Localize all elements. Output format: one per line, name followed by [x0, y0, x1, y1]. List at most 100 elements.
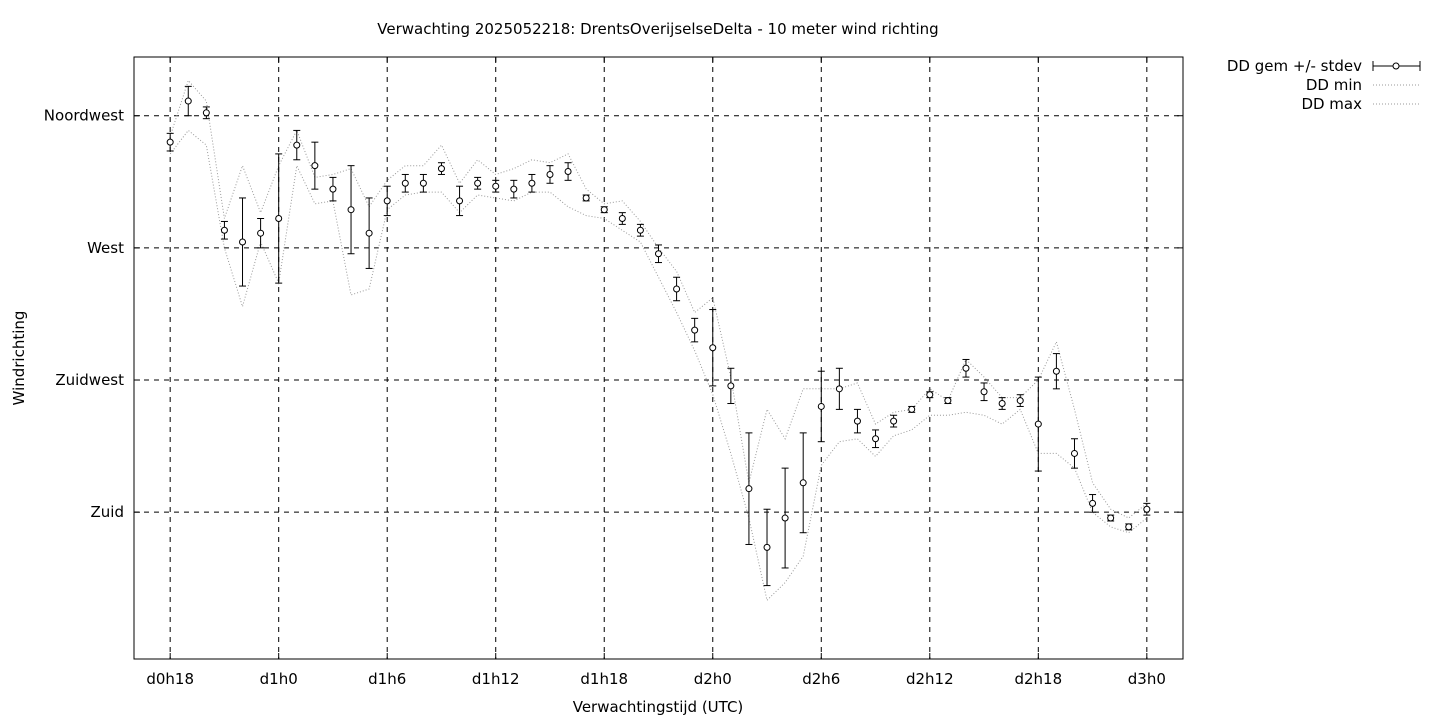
- mean-marker: [1016, 397, 1024, 405]
- mean-marker: [528, 179, 536, 187]
- mean-marker: [853, 417, 861, 425]
- mean-marker: [727, 382, 735, 390]
- x-axis-label: Verwachtingstijd (UTC): [573, 698, 744, 716]
- mean-marker: [220, 226, 228, 234]
- x-tick-label: d3h0: [1128, 670, 1166, 688]
- mean-point: [691, 317, 699, 343]
- mean-marker: [1143, 505, 1151, 513]
- mean-point: [600, 206, 608, 214]
- chart-title: Verwachting 2025052218: DrentsOverijsels…: [377, 20, 938, 38]
- mean-point: [1070, 438, 1078, 469]
- mean-point: [401, 173, 409, 193]
- mean-point: [763, 508, 771, 587]
- mean-marker: [347, 206, 355, 214]
- mean-point: [636, 223, 644, 237]
- x-tick-label: d1h0: [260, 670, 298, 688]
- mean-point: [1125, 523, 1133, 531]
- mean-marker: [962, 364, 970, 372]
- mean-point: [492, 179, 500, 193]
- mean-point: [1143, 502, 1151, 516]
- mean-marker: [510, 185, 518, 193]
- mean-marker: [1125, 523, 1133, 531]
- x-tick-label: d1h6: [368, 670, 406, 688]
- mean-point: [872, 429, 880, 449]
- mean-marker: [1107, 514, 1115, 522]
- mean-point: [673, 276, 681, 302]
- plot-frame: [133, 56, 1184, 660]
- mean-marker: [383, 197, 391, 205]
- mean-point: [1052, 353, 1060, 390]
- dd-min-line: [169, 129, 1148, 602]
- mean-marker: [257, 229, 265, 237]
- mean-marker: [365, 229, 373, 237]
- x-tick-labels: d0h18 d1h0 d1h6 d1h12 d1h18 d2h0 d2h6 d2h12 d2h1…: [146, 670, 1166, 688]
- mean-marker: [293, 141, 301, 149]
- mean-point: [474, 176, 482, 190]
- mean-marker: [673, 285, 681, 293]
- mean-point: [709, 309, 717, 387]
- y-tick-label: Noordwest: [44, 107, 124, 125]
- mean-marker: [401, 179, 409, 187]
- mean-marker: [546, 170, 554, 178]
- x-tick-label: d2h6: [802, 670, 840, 688]
- mean-point: [528, 173, 536, 193]
- mean-marker: [636, 226, 644, 234]
- mean-marker: [691, 326, 699, 334]
- mean-point: [781, 467, 789, 569]
- mean-point: [618, 212, 626, 225]
- mean-point: [1016, 394, 1024, 407]
- mean-point: [1034, 376, 1042, 472]
- legend-label-mean: DD gem +/- stdev: [1227, 57, 1362, 75]
- mean-point: [419, 173, 427, 193]
- mean-marker: [166, 138, 174, 146]
- mean-point: [510, 179, 518, 199]
- dd-max-line: [169, 79, 1148, 519]
- mean-marker: [582, 194, 590, 202]
- mean-point: [890, 414, 898, 428]
- y-tick-label: Zuidwest: [55, 371, 124, 389]
- mean-point: [745, 432, 753, 545]
- x-tick-label: d2h12: [906, 670, 954, 688]
- mean-marker: [184, 97, 192, 105]
- mean-marker: [474, 179, 482, 187]
- mean-marker: [239, 238, 247, 246]
- mean-point: [962, 358, 970, 378]
- mean-point: [926, 391, 934, 399]
- legend: DD gem +/- stdev DD min DD max: [1227, 57, 1421, 113]
- mean-point: [1107, 514, 1115, 522]
- mean-marker: [908, 405, 916, 413]
- mean-marker: [872, 435, 880, 443]
- legend-label-max: DD max: [1301, 95, 1362, 113]
- mean-marker: [456, 197, 464, 205]
- mean-point: [582, 194, 590, 202]
- legend-label-min: DD min: [1306, 76, 1362, 94]
- mean-errorbar-layer: [166, 85, 1151, 587]
- mean-marker: [655, 250, 662, 258]
- mean-marker: [564, 168, 572, 176]
- y-tick-label: Zuid: [91, 503, 124, 521]
- y-axis-label: Windrichting: [10, 311, 28, 406]
- mean-marker: [618, 215, 626, 223]
- mean-point: [655, 244, 662, 264]
- mean-point: [546, 165, 554, 184]
- mean-point: [908, 405, 916, 413]
- mean-marker: [998, 400, 1006, 408]
- mean-point: [257, 218, 265, 249]
- mean-point: [456, 185, 464, 217]
- mean-point: [817, 370, 825, 443]
- mean-marker: [890, 417, 898, 425]
- mean-point: [275, 153, 283, 284]
- mean-marker: [1089, 499, 1097, 507]
- x-tick-label: d2h18: [1014, 670, 1062, 688]
- mean-marker: [311, 162, 319, 170]
- y-tick-labels: Zuid Zuidwest West Noordwest: [44, 107, 124, 521]
- mean-marker: [709, 344, 717, 352]
- x-tick-label: d0h18: [146, 670, 194, 688]
- mean-point: [1089, 494, 1097, 513]
- mean-point: [727, 367, 735, 405]
- x-tick-label: d1h12: [472, 670, 520, 688]
- mean-point: [799, 432, 807, 534]
- mean-point: [184, 85, 192, 117]
- grid-layer: [134, 57, 1183, 659]
